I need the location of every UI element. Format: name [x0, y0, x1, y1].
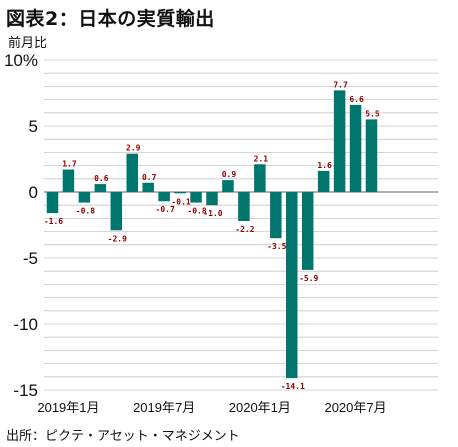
- bar-2020-01: [238, 192, 250, 222]
- y-tick-label: 5: [29, 117, 38, 136]
- bar-2019-09: [174, 192, 186, 194]
- bar-2019-03: [78, 192, 91, 203]
- value-label-2019-03: -0.8: [76, 207, 95, 216]
- bar-2020-02: [254, 164, 266, 192]
- value-label-2019-04: 0.6: [94, 174, 109, 183]
- bar-2020-03: [270, 192, 282, 239]
- unit-label: 前月比: [8, 36, 48, 51]
- bars: [46, 90, 378, 379]
- bar-2020-05: [301, 192, 314, 270]
- value-label-2019-02: 1.7: [62, 160, 77, 169]
- y-tick-label: 0: [29, 183, 38, 202]
- value-label-2019-07: 0.7: [142, 173, 157, 182]
- value-label-2019-05: -2.9: [108, 234, 127, 243]
- y-tick-label: 10%: [4, 51, 38, 70]
- y-tick-label: -10: [13, 315, 38, 334]
- bar-2019-08: [158, 192, 170, 202]
- value-label-2020-03: -3.5: [267, 242, 286, 251]
- chart-title: 図表2：日本の実質輸出: [6, 8, 215, 30]
- bar-2019-10: [190, 192, 202, 203]
- bar-2019-01: [46, 192, 59, 214]
- x-tick-label: 2020年1月: [229, 400, 291, 415]
- value-label-2020-08: 6.6: [349, 95, 364, 104]
- value-label-2019-12: 0.9: [222, 170, 237, 179]
- bar-2019-07: [142, 182, 154, 192]
- bar-2019-04: [94, 184, 107, 192]
- bar-2019-05: [110, 192, 123, 231]
- bar-2020-09: [365, 119, 378, 192]
- value-label-2019-06: 2.9: [126, 144, 141, 153]
- value-label-2020-04: -14.1: [281, 382, 305, 391]
- x-axis: 2019年1月 2019年7月 2020年1月 2020年7月: [37, 400, 386, 415]
- bar-2020-04: [286, 192, 298, 379]
- value-label-2020-09: 5.5: [365, 109, 380, 118]
- source-note: 出所：ピクテ・アセット・マネジメント: [6, 429, 240, 444]
- value-label-2019-10: -0.8: [187, 207, 206, 216]
- value-label-2020-02: 2.1: [254, 154, 269, 163]
- bar-2020-07: [333, 90, 346, 192]
- x-tick-label: 2020年7月: [324, 400, 386, 415]
- bar-2020-06: [317, 170, 330, 192]
- grid-lines: [44, 59, 438, 391]
- value-label-2020-06: 1.6: [317, 161, 332, 170]
- y-tick-label: -15: [13, 381, 38, 400]
- value-labels: -1.61.7-0.80.6-2.92.90.7-0.7-0.1-0.8-1.0…: [44, 80, 380, 391]
- value-label-2020-07: 7.7: [333, 80, 348, 89]
- value-label-2020-05: -5.9: [299, 274, 318, 283]
- x-tick-label: 2019年1月: [37, 400, 99, 415]
- x-tick-label: 2019年7月: [133, 400, 195, 415]
- value-label-2019-08: -0.7: [156, 205, 175, 214]
- bar-2019-02: [62, 169, 75, 192]
- bar-2019-11: [206, 192, 218, 206]
- value-label-2019-11: -1.0: [203, 209, 222, 218]
- value-label-2020-01: -2.2: [235, 225, 254, 234]
- bar-2020-08: [349, 104, 362, 192]
- y-tick-label: -5: [23, 249, 38, 268]
- bar-2019-12: [222, 180, 234, 192]
- bar-2019-06: [126, 153, 138, 192]
- value-label-2019-01: -1.6: [44, 217, 63, 226]
- value-label-2019-09: -0.1: [171, 197, 190, 206]
- y-axis: 10% 5 0 -5 -10 -15: [4, 51, 38, 400]
